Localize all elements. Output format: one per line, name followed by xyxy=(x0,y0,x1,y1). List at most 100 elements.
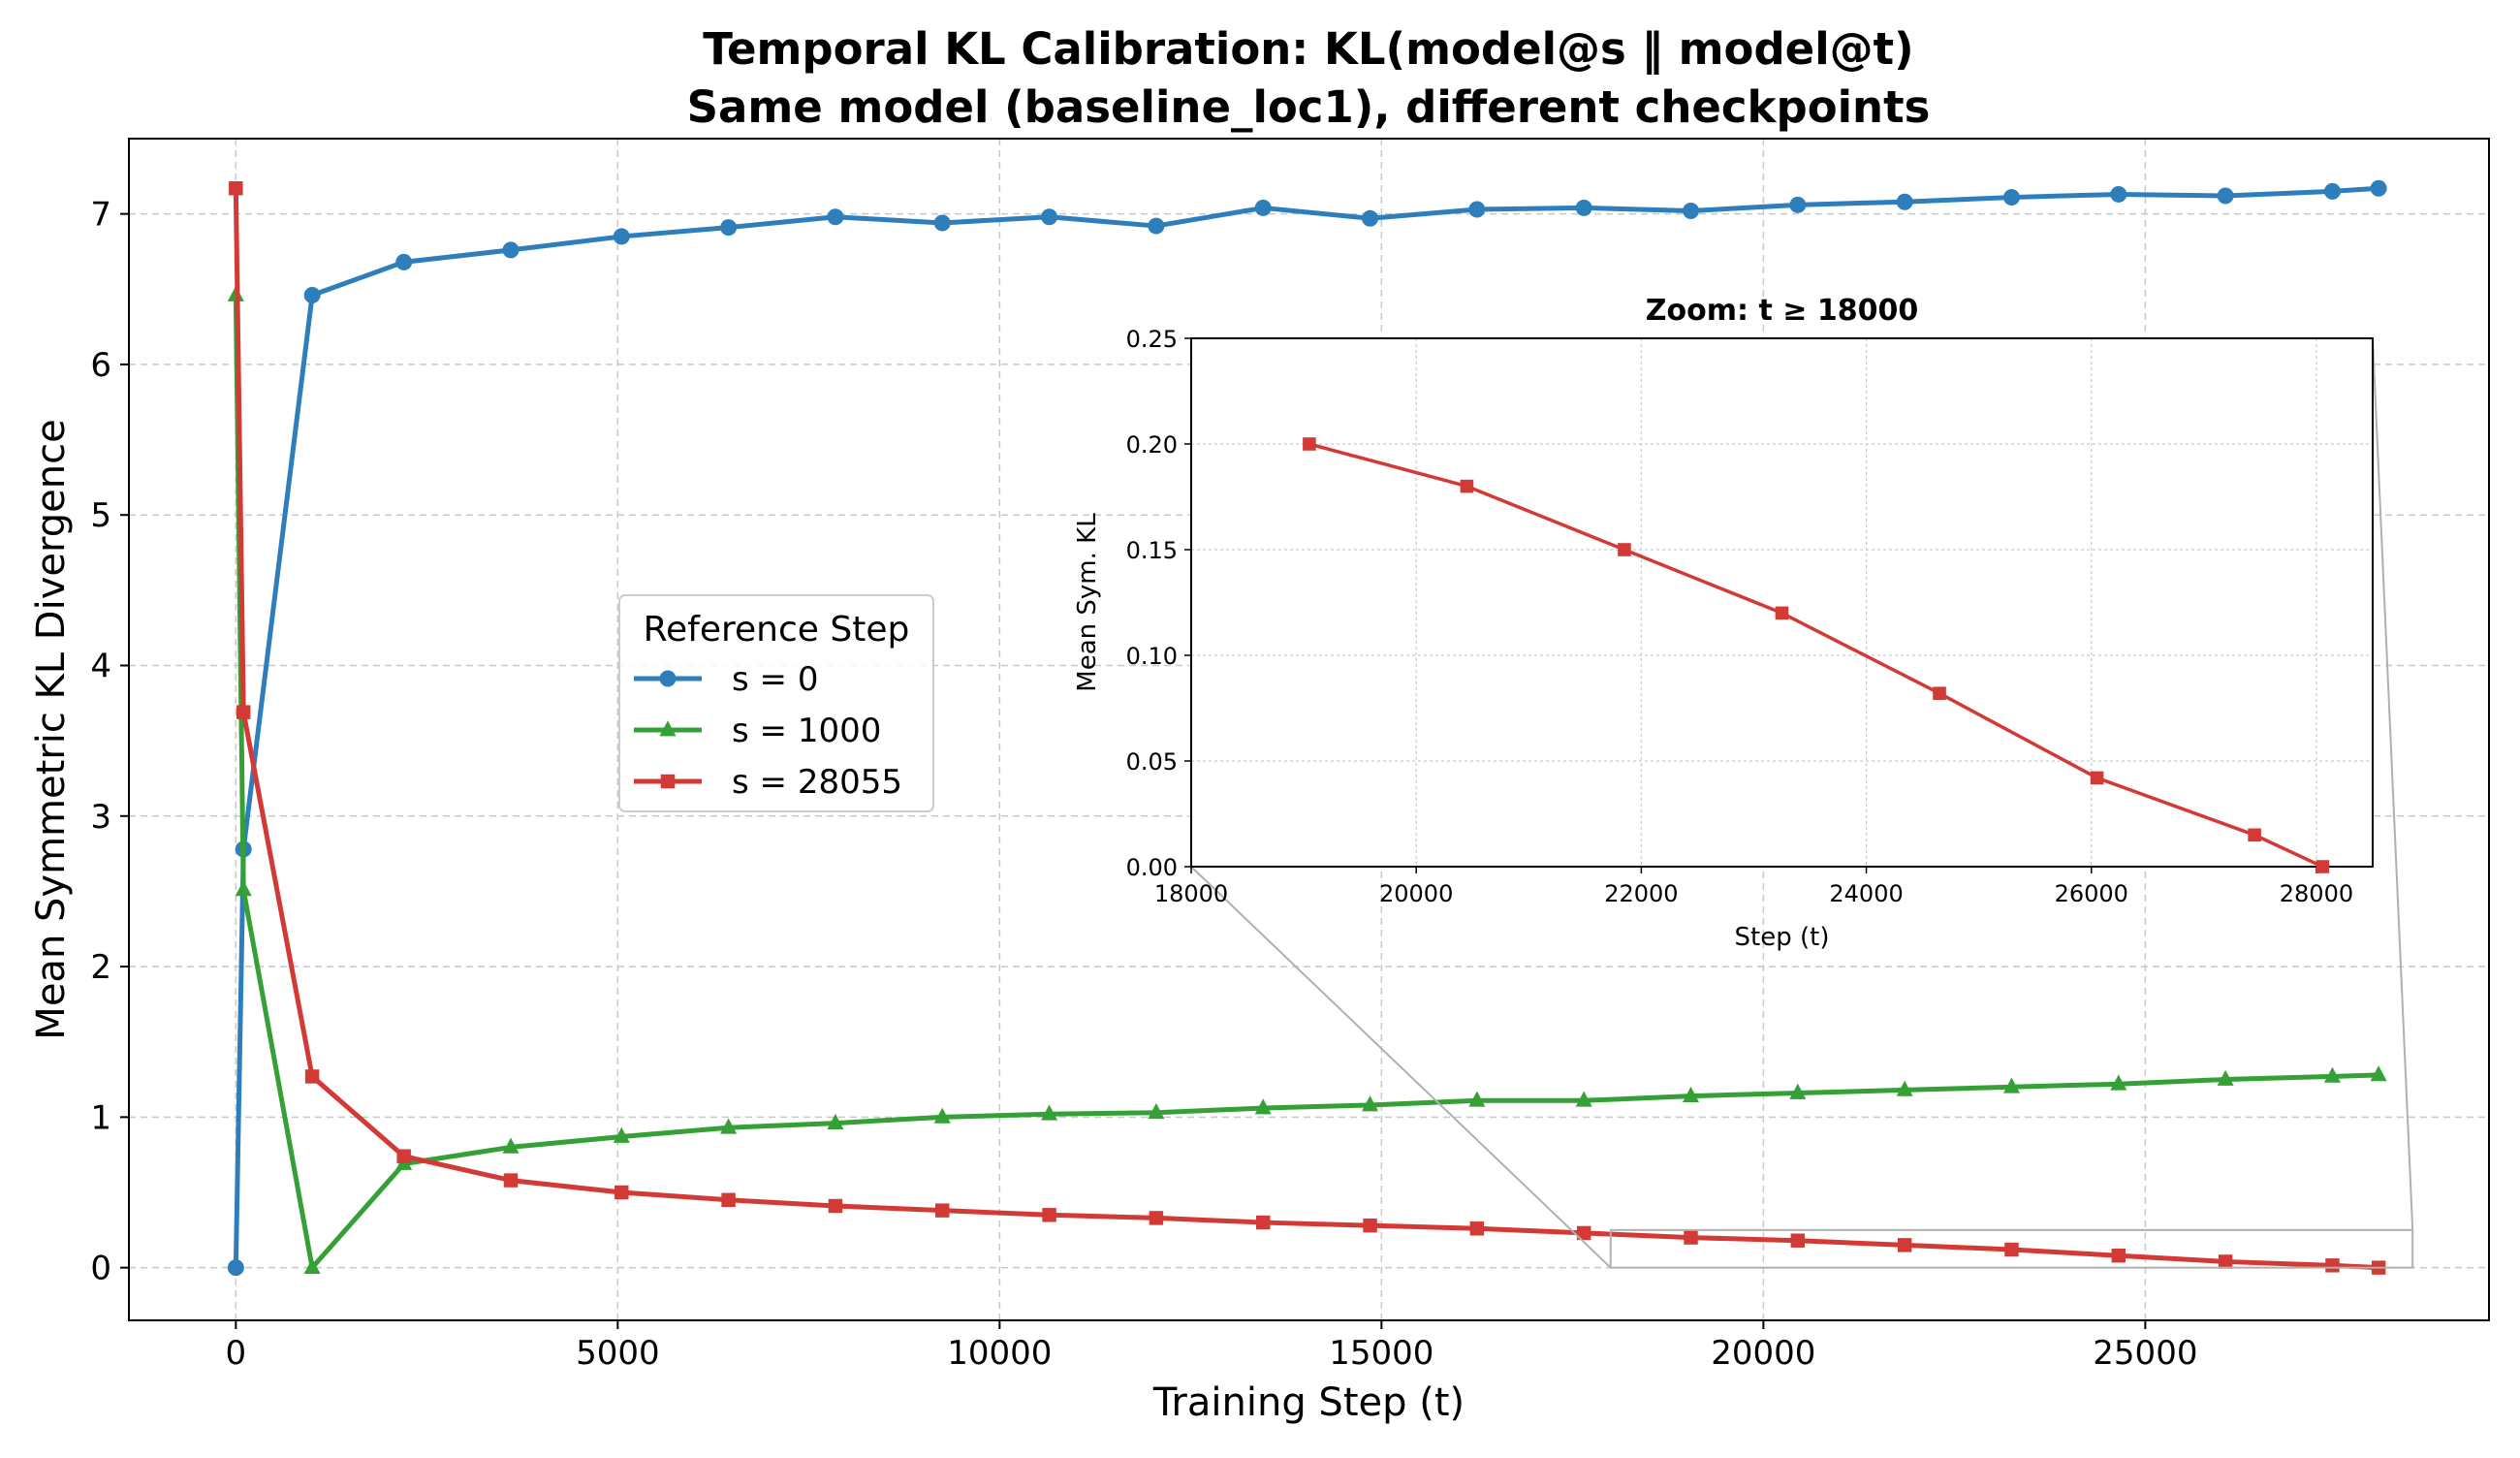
legend-box xyxy=(618,594,934,812)
y-tick-label: 4 xyxy=(90,648,111,686)
data-point xyxy=(1254,199,1272,216)
inset-data-point xyxy=(2090,771,2104,785)
data-point xyxy=(2370,179,2387,197)
data-point xyxy=(613,1126,630,1143)
data-point xyxy=(1575,199,1592,216)
inset-x-tick-label: 26000 xyxy=(2055,880,2128,907)
data-point xyxy=(2217,1069,2234,1086)
y-tick-label: 7 xyxy=(90,196,111,235)
plot-frame xyxy=(128,138,2490,1321)
data-point xyxy=(1790,1233,1806,1248)
data-point xyxy=(1469,1221,1485,1236)
inset-title: Zoom: t ≥ 18000 xyxy=(1646,294,1918,328)
data-point xyxy=(1468,201,1486,218)
inset-data-point xyxy=(2248,828,2261,842)
series-1 xyxy=(227,285,2387,1275)
inset-y-tick-label: 0.10 xyxy=(1126,643,1178,670)
x-tick-label: 0 xyxy=(226,1334,247,1373)
y-tick-label: 6 xyxy=(90,346,111,385)
zoom-region-box xyxy=(1609,1228,2414,1269)
legend-marker xyxy=(659,670,677,687)
data-point xyxy=(1789,1083,1807,1099)
data-point xyxy=(1576,1225,1591,1241)
data-point xyxy=(2110,1074,2127,1091)
data-point xyxy=(1041,208,1058,226)
data-point xyxy=(2325,1258,2340,1273)
data-point xyxy=(303,286,321,303)
legend-entry: s = 28055 xyxy=(634,763,902,802)
data-point xyxy=(1148,217,1165,235)
inset-series-0 xyxy=(1303,437,2330,873)
data-point xyxy=(2002,189,2020,206)
inset-data-point xyxy=(2315,860,2330,873)
inset-series-line xyxy=(1308,442,2324,869)
data-point xyxy=(1896,1080,1913,1096)
x-tick-label: 25000 xyxy=(2093,1334,2197,1373)
data-point xyxy=(227,1259,244,1277)
data-point xyxy=(1042,1208,1056,1222)
x-axis-label: Training Step (t) xyxy=(1152,1380,1465,1425)
data-point xyxy=(2004,1242,2019,1257)
y-tick-label: 2 xyxy=(90,948,111,987)
data-point xyxy=(2323,182,2341,200)
y-tick-label: 3 xyxy=(90,798,111,837)
data-point xyxy=(827,208,844,226)
legend-title: Reference Step xyxy=(644,610,910,650)
data-point xyxy=(236,705,251,719)
data-point xyxy=(1683,1086,1700,1102)
inset-y-tick-label: 0.20 xyxy=(1126,431,1178,459)
data-point xyxy=(1468,1091,1486,1107)
inset-background xyxy=(1191,338,2373,867)
x-tick-label: 5000 xyxy=(576,1334,660,1373)
data-point xyxy=(303,1257,321,1275)
data-point xyxy=(396,1149,411,1163)
inset-data-point xyxy=(1460,479,1474,493)
legend-marker xyxy=(660,774,676,789)
data-point xyxy=(720,219,738,237)
y-tick-label: 5 xyxy=(90,496,111,535)
legend-marker xyxy=(659,720,677,737)
legend-label: s = 0 xyxy=(732,660,818,699)
data-point xyxy=(1149,1211,1164,1225)
data-point xyxy=(2002,1077,2020,1094)
inset-x-axis-label: Step (t) xyxy=(1735,923,1830,952)
data-point xyxy=(395,253,413,270)
data-point xyxy=(2111,1249,2126,1263)
inset-x-tick-label: 20000 xyxy=(1379,880,1453,907)
data-point xyxy=(933,1107,951,1124)
data-point xyxy=(827,1113,844,1129)
inset-data-point xyxy=(1303,437,1316,451)
data-point xyxy=(1896,193,1913,210)
series-0 xyxy=(227,179,2387,1277)
data-point xyxy=(502,1137,520,1154)
chart-title-line1: Temporal KL Calibration: KL(model@s ‖ mo… xyxy=(703,23,1913,75)
zoom-connectors xyxy=(1190,337,2414,1269)
data-point xyxy=(229,181,243,196)
data-point xyxy=(933,214,951,232)
legend: Reference Step s = 0 s = 1000 s = 28055 xyxy=(618,594,934,812)
data-point xyxy=(502,241,520,259)
data-point xyxy=(1897,1238,1912,1252)
chart-title-line2: Same model (baseline_loc1), different ch… xyxy=(687,81,1931,133)
y-tick-label: 1 xyxy=(90,1098,111,1137)
data-point xyxy=(2370,1065,2387,1082)
series-2 xyxy=(229,181,2386,1275)
inset-x-tick-label: 28000 xyxy=(2280,880,2353,907)
data-point xyxy=(2217,187,2234,205)
data-point xyxy=(1255,1215,1271,1230)
data-point xyxy=(1041,1104,1058,1121)
data-point xyxy=(1363,1218,1377,1233)
x-tick-label: 20000 xyxy=(1711,1334,1815,1373)
data-point xyxy=(1789,196,1807,213)
data-point xyxy=(721,1192,736,1207)
legend-label: s = 1000 xyxy=(732,712,881,750)
inset-x-tick-label: 24000 xyxy=(1829,880,1903,907)
inset-y-tick-label: 0.15 xyxy=(1126,537,1178,564)
data-point xyxy=(1148,1102,1165,1120)
data-point xyxy=(1683,203,1700,220)
data-point xyxy=(2323,1066,2341,1083)
data-point xyxy=(613,228,630,245)
connector-line xyxy=(2372,337,2414,1230)
